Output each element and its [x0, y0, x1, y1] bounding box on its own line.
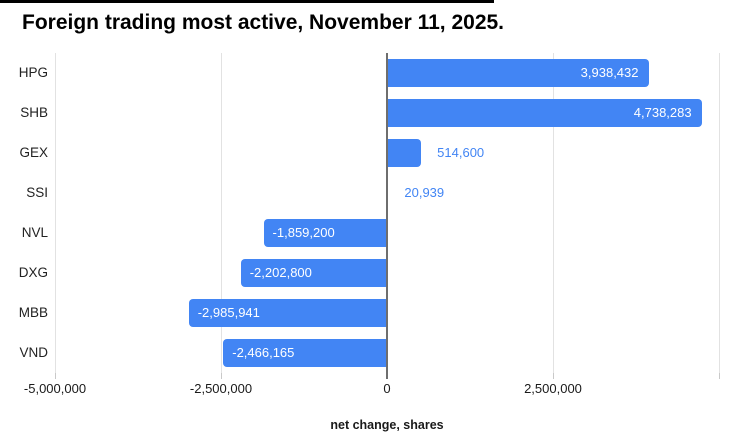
value-label-gex: 514,600 [437, 145, 485, 160]
gridline-0 [54, 53, 56, 373]
gridline-3 [552, 53, 554, 373]
bar-shb-with-value-label: 4,738,283 [387, 99, 702, 127]
x-tick-label-0: -5,000,000 [23, 381, 87, 396]
gridline-4 [718, 53, 720, 373]
bar-hpg-with-value-label: 3,938,432 [387, 59, 649, 87]
gridline-1 [220, 53, 222, 373]
bar-nvl-with-value-label: -1,859,200 [263, 219, 387, 247]
category-label-hpg: HPG [18, 65, 48, 80]
axis-tick-3 [552, 373, 554, 379]
plot-area: 3,938,432 4,738,283 514,600 20,939 -1,859,20… [54, 53, 720, 379]
category-label-shb: SHB [20, 105, 48, 120]
bar-gex [387, 139, 422, 167]
category-label-ssi: SSI [26, 185, 48, 200]
bar-dxg-with-value-label: -2,202,800 [240, 259, 387, 287]
top-border-line [0, 0, 494, 3]
axis-tick-4 [718, 373, 720, 379]
x-tick-label-3: 2,500,000 [524, 381, 582, 396]
x-axis-title: net change, shares [330, 418, 444, 432]
axis-tick-1 [220, 373, 222, 379]
value-label-ssi: 20,939 [404, 185, 445, 200]
chart-title: Foreign trading most active, November 11… [22, 11, 505, 34]
zero-axis-line [386, 53, 388, 379]
axis-tick-0 [54, 373, 56, 379]
x-tick-label-2: 0 [383, 381, 391, 396]
category-label-vnd: VND [19, 345, 48, 360]
category-label-gex: GEX [19, 145, 48, 160]
x-tick-label-1: -2,500,000 [189, 381, 253, 396]
category-label-nvl: NVL [21, 225, 48, 240]
category-label-dxg: DXG [18, 265, 48, 280]
bar-vnd-with-value-label: -2,466,165 [223, 339, 387, 367]
category-label-mbb: MBB [18, 305, 48, 320]
bar-mbb-with-value-label: -2,985,941 [188, 299, 387, 327]
